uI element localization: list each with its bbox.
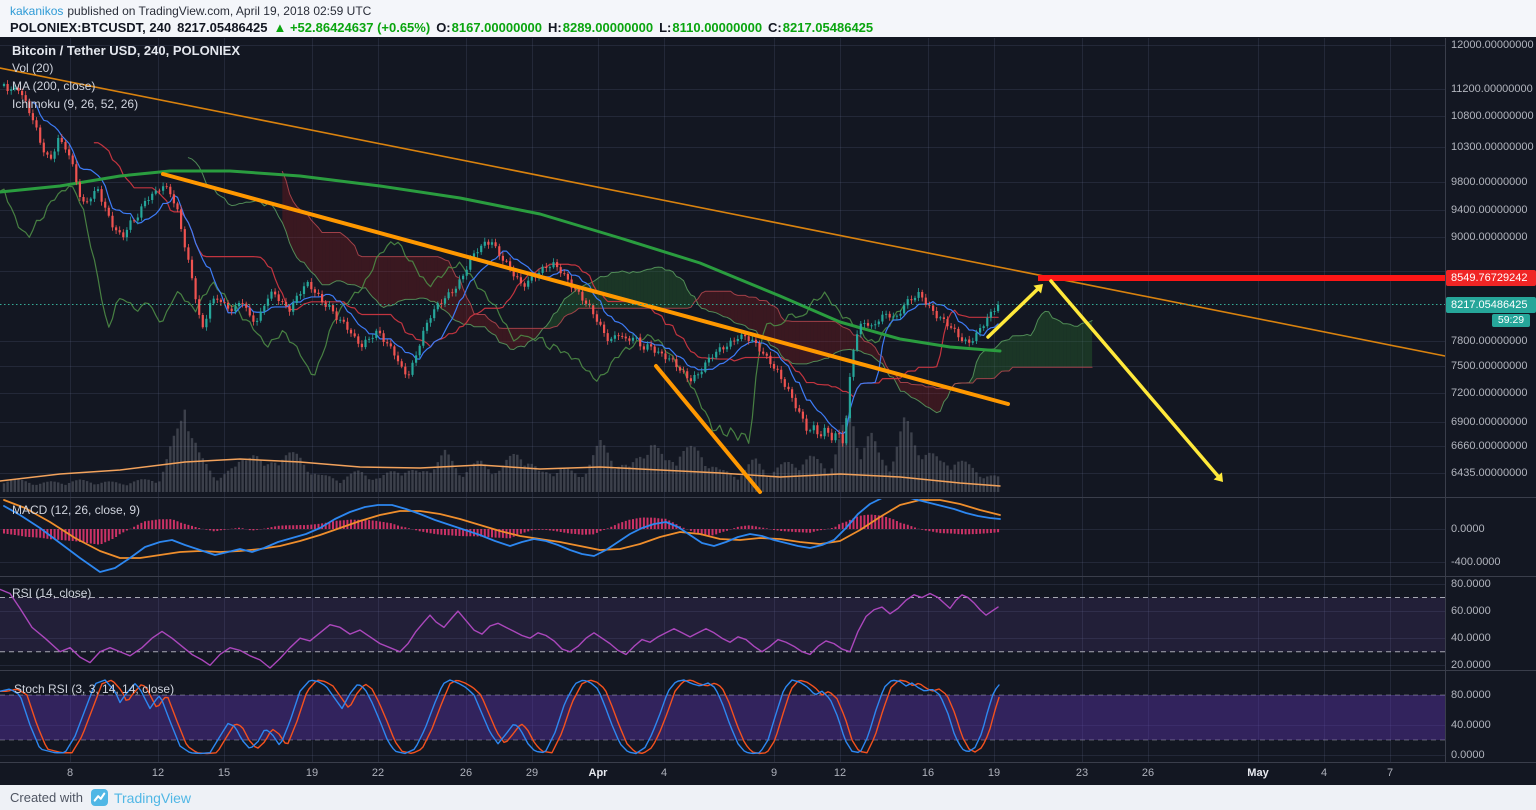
- projection-arrow-down: [1049, 279, 1223, 482]
- stoch-tick-label: 0.0000: [1451, 749, 1485, 761]
- price-tick-label: 6435.00000000: [1451, 467, 1528, 479]
- price-tick-label: 9800.00000000: [1451, 176, 1528, 188]
- stoch-rsi-pane: [0, 679, 1445, 755]
- volume-ma-line: [0, 458, 1001, 487]
- senkou-b-line: [281, 170, 1093, 390]
- price-tick-label: 6900.00000000: [1451, 416, 1528, 428]
- chikou-span-line: [0, 185, 905, 444]
- footer: Created with TradingView: [0, 785, 1536, 810]
- time-tick-label: 4: [1320, 767, 1328, 779]
- last-price-label: 8217.05486425: [1446, 297, 1536, 313]
- price-tick-label: 11200.00000000: [1451, 83, 1533, 95]
- price-tick-label: 9400.00000000: [1451, 204, 1528, 216]
- symbol-title: POLONIEX:BTCUSDT, 240: [10, 20, 172, 35]
- stoch-k-line: [0, 679, 1000, 755]
- price-pane-series: [0, 80, 1002, 447]
- price-tick-label: 10800.00000000: [1451, 110, 1534, 122]
- macd-tick-label: -400.0000: [1451, 556, 1501, 568]
- time-tick-label: Apr: [588, 767, 608, 779]
- time-tick-label: 16: [921, 767, 935, 779]
- ma200-line: [0, 169, 1002, 353]
- price-change: ▲ +52.86424637 (+0.65%): [273, 20, 431, 35]
- rsi-tick-label: 60.0000: [1451, 605, 1491, 617]
- open-value: 8167.00000000: [451, 20, 543, 35]
- time-tick-label: 8: [66, 767, 74, 779]
- rsi-pane: [0, 588, 1445, 669]
- created-with-text: Created with: [10, 790, 83, 805]
- tradingview-brand-link[interactable]: TradingView: [113, 789, 192, 806]
- price-tick-label: 9000.00000000: [1451, 231, 1528, 243]
- main-descending-trendline: [161, 172, 1010, 406]
- time-tick-label: 7: [1386, 767, 1394, 779]
- price-tick-label: 7200.00000000: [1451, 387, 1528, 399]
- price-tick-label: 6660.00000000: [1451, 440, 1528, 452]
- time-tick-label: 12: [833, 767, 847, 779]
- bar-countdown-label: 59:29: [1492, 313, 1530, 327]
- resistance-price-label: 8549.76729242: [1446, 270, 1536, 286]
- header: kakanikos published on TradingView.com, A…: [0, 0, 1536, 37]
- price-tick-label: 12000.00000000: [1451, 39, 1534, 51]
- close-value: 8217.05486425: [782, 20, 874, 35]
- time-tick-label: 26: [459, 767, 473, 779]
- time-tick-label: May: [1247, 767, 1269, 779]
- rsi-tick-label: 40.0000: [1451, 632, 1491, 644]
- resistance-level-band: [1038, 275, 1445, 281]
- rsi-line: [0, 588, 999, 669]
- stoch-tick-label: 40.0000: [1451, 719, 1491, 731]
- published-line: kakanikos published on TradingView.com, A…: [10, 3, 1536, 19]
- time-tick-label: 9: [770, 767, 778, 779]
- author-link[interactable]: kakanikos: [10, 4, 64, 18]
- long-term-trendline: [0, 67, 1446, 357]
- high-value: 8289.00000000: [562, 20, 654, 35]
- time-tick-label: 29: [525, 767, 539, 779]
- published-text: published on TradingView.com, April 19, …: [67, 4, 372, 18]
- macd-signal-line: [3, 499, 1001, 559]
- time-tick-label: 15: [217, 767, 231, 779]
- price-tick-label: 7500.00000000: [1451, 360, 1528, 372]
- close-label: C:: [768, 20, 782, 35]
- time-tick-label: 19: [305, 767, 319, 779]
- symbol-line: POLONIEX:BTCUSDT, 240 8217.05486425 ▲ +52.…: [10, 19, 1536, 36]
- price-tick-label: 10300.00000000: [1451, 141, 1534, 153]
- stoch-d-line: [0, 679, 1000, 755]
- time-tick-label: 12: [151, 767, 165, 779]
- volume-bars: [2, 409, 1000, 492]
- macd-line: [3, 499, 1001, 573]
- open-label: O:: [436, 20, 451, 35]
- senkou-a-line: [187, 157, 1093, 414]
- pane-separators: [0, 38, 1536, 763]
- tenkan-sen-line: [32, 101, 999, 435]
- time-tick-label: 22: [371, 767, 385, 779]
- low-label: L:: [659, 20, 672, 35]
- stoch-tick-label: 80.0000: [1451, 689, 1491, 701]
- chart-area: Bitcoin / Tether USD, 240, POLONIEX Vol …: [0, 37, 1536, 785]
- price-tick-label: 7800.00000000: [1451, 335, 1528, 347]
- time-tick-label: 26: [1141, 767, 1155, 779]
- time-tick-label: 19: [987, 767, 1001, 779]
- tradingview-logo-icon[interactable]: [90, 789, 108, 806]
- time-tick-label: 4: [660, 767, 668, 779]
- projection-arrow-up: [986, 284, 1043, 339]
- steep-descending-trendline: [654, 364, 762, 494]
- macd-tick-label: 0.0000: [1451, 523, 1485, 535]
- time-tick-label: 23: [1075, 767, 1089, 779]
- rsi-band: [0, 597, 1445, 652]
- last-price: 8217.05486425: [177, 20, 268, 35]
- chart-canvas[interactable]: [0, 37, 1536, 785]
- high-label: H:: [548, 20, 562, 35]
- chart-background: [0, 37, 1536, 785]
- volume-series: [0, 409, 1001, 492]
- rsi-tick-label: 80.0000: [1451, 578, 1491, 590]
- rsi-tick-label: 20.0000: [1451, 659, 1491, 671]
- low-value: 8110.00000000: [672, 20, 763, 35]
- stoch-band: [0, 695, 1445, 740]
- drawing-annotations: [0, 67, 1446, 494]
- macd-histogram: [3, 514, 1000, 545]
- macd-pane: [3, 499, 1001, 573]
